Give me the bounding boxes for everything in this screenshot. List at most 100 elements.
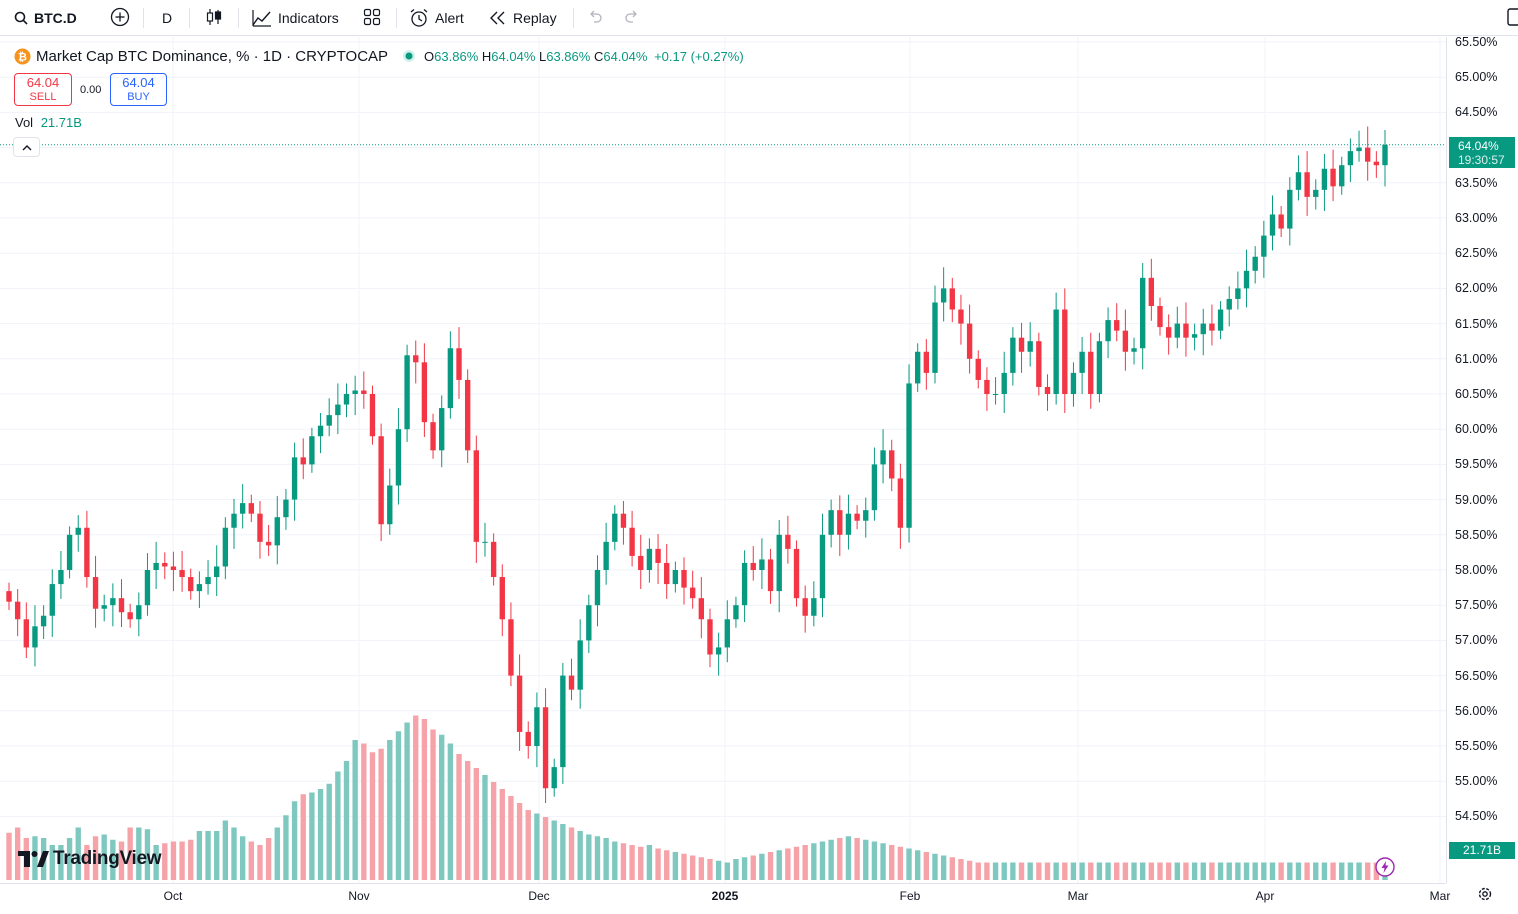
candle xyxy=(940,288,947,303)
candle xyxy=(603,541,609,570)
candle xyxy=(655,548,661,563)
candle xyxy=(542,707,549,789)
lightning-icon xyxy=(1375,857,1395,881)
chart-type-button[interactable] xyxy=(205,0,223,36)
volume-bar xyxy=(811,843,817,880)
volume-bar xyxy=(222,820,229,880)
candle xyxy=(58,570,64,585)
volume-bar xyxy=(603,838,609,880)
volume-bar xyxy=(897,846,904,880)
templates-button[interactable] xyxy=(363,0,381,36)
volume-bar xyxy=(75,827,81,880)
volume-legend: Vol 21.71B xyxy=(15,115,82,130)
symbol-search-button[interactable]: BTC.D xyxy=(14,0,77,36)
compare-symbol-button[interactable] xyxy=(110,0,130,36)
candle xyxy=(118,598,125,613)
candle xyxy=(1278,214,1284,229)
sell-button[interactable]: 64.04 SELL xyxy=(14,73,72,106)
chart-pane[interactable] xyxy=(0,37,1446,883)
candle xyxy=(387,485,393,525)
candlestick-chart[interactable] xyxy=(0,37,1446,883)
alert-label: Alert xyxy=(435,10,464,26)
volume-bar xyxy=(1235,862,1241,880)
candle xyxy=(759,559,765,570)
volume-bar xyxy=(542,817,549,880)
candle xyxy=(1330,168,1336,187)
grid-icon xyxy=(363,8,381,29)
volume-bar xyxy=(1053,862,1059,880)
volume-bar xyxy=(1269,862,1276,880)
replay-button[interactable]: Replay xyxy=(489,0,557,36)
volume-bar xyxy=(923,852,930,880)
volume-bar xyxy=(681,853,687,880)
indicators-button[interactable]: Indicators xyxy=(252,0,339,36)
volume-bar xyxy=(1157,862,1163,880)
candle xyxy=(40,615,47,627)
volume-bar xyxy=(1356,862,1362,880)
candle xyxy=(724,619,730,648)
tradingview-logo[interactable]: TradingView xyxy=(17,847,162,871)
volume-bar xyxy=(257,845,263,880)
candle xyxy=(101,605,107,609)
volume-bar xyxy=(638,846,644,880)
candle xyxy=(1287,189,1293,229)
collapse-legend-button[interactable] xyxy=(13,137,40,157)
price-tick-label: 63.50% xyxy=(1455,175,1498,190)
volume-bar xyxy=(966,860,973,880)
candle xyxy=(620,513,627,528)
candle xyxy=(1243,270,1250,289)
volume-bar xyxy=(516,803,523,880)
price-tick-label: 59.50% xyxy=(1455,457,1498,472)
candle xyxy=(1217,309,1224,331)
gear-icon xyxy=(1477,887,1493,906)
candle xyxy=(1001,372,1007,394)
candle xyxy=(1269,214,1276,236)
candle xyxy=(1191,334,1198,338)
candle xyxy=(586,605,592,641)
volume-bar xyxy=(58,845,64,880)
volume-bar xyxy=(906,848,912,880)
candle xyxy=(447,348,454,409)
volume-bar xyxy=(1140,862,1146,880)
candle xyxy=(1010,337,1016,373)
time-tick-label: Feb xyxy=(899,889,921,903)
svg-text:₿: ₿ xyxy=(18,50,27,63)
candle xyxy=(1157,306,1163,328)
price-tick-label: 59.00% xyxy=(1455,492,1498,507)
undo-icon xyxy=(587,10,603,27)
candle xyxy=(1165,327,1172,338)
redo-button[interactable] xyxy=(624,0,640,36)
candle xyxy=(75,527,81,535)
candle xyxy=(750,562,756,570)
buy-price: 64.04 xyxy=(122,75,155,90)
buy-button[interactable]: 64.04 BUY xyxy=(110,73,167,106)
candle xyxy=(975,358,981,380)
volume-bar xyxy=(568,827,575,880)
candle xyxy=(317,425,324,437)
spread-value: 0.00 xyxy=(80,84,102,96)
volume-value: 21.71B xyxy=(40,115,82,130)
series-title[interactable]: Market Cap BTC Dominance, % · 1D · CRYPT… xyxy=(36,47,389,65)
price-tick-label: 55.50% xyxy=(1455,739,1498,753)
volume-bar xyxy=(66,838,73,880)
interval-button[interactable]: D xyxy=(162,0,172,36)
volume-bar xyxy=(715,860,722,880)
candle xyxy=(326,415,332,426)
tradingview-logo-text: TradingView xyxy=(53,848,162,869)
volume-bar xyxy=(309,792,315,880)
lightning-button[interactable] xyxy=(1375,857,1395,882)
volume-bar xyxy=(214,831,220,880)
candle xyxy=(464,379,471,451)
candle xyxy=(490,541,497,578)
alert-button[interactable]: Alert xyxy=(409,0,464,36)
volume-bar xyxy=(482,775,488,880)
volume-tag: 21.71B xyxy=(1449,842,1515,859)
candle xyxy=(672,570,679,585)
price-tick-label: 62.00% xyxy=(1455,281,1498,296)
price-tick-label: 61.00% xyxy=(1455,351,1498,366)
time-axis[interactable]: Oct Nov Dec 2025 Feb Mar Apr Mar xyxy=(0,883,1450,907)
volume-bar xyxy=(1183,862,1189,880)
fullscreen-button[interactable] xyxy=(1507,0,1518,36)
undo-button[interactable] xyxy=(587,0,603,36)
settings-button[interactable] xyxy=(1477,886,1493,907)
